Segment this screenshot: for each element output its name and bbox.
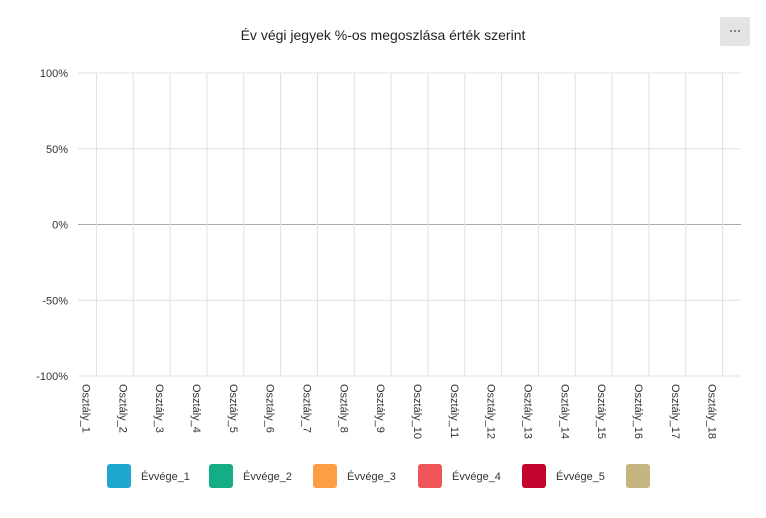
legend-swatch: [107, 464, 131, 488]
x-tick-label: Osztály_18: [706, 384, 718, 439]
legend-swatch: [626, 464, 650, 488]
x-tick-label: Osztály_15: [595, 384, 607, 439]
legend-swatch: [209, 464, 233, 488]
y-tick-label: 100%: [40, 68, 68, 80]
y-tick-label: -100%: [36, 371, 68, 383]
x-tick-label: Osztály_10: [411, 384, 423, 439]
x-tick-label: Osztály_11: [448, 384, 460, 438]
legend-label: Évvége_3: [347, 470, 396, 483]
menu-button[interactable]: [720, 17, 750, 46]
x-tick-label: Osztály_8: [337, 384, 349, 433]
x-tick-label: Osztály_5: [227, 384, 239, 433]
x-tick-label: Osztály_2: [116, 384, 128, 433]
x-tick-label: Osztály_17: [669, 384, 681, 439]
x-tick-label: Osztály_4: [190, 384, 202, 433]
x-tick-label: Osztály_14: [558, 384, 570, 439]
x-tick-label: Osztály_16: [632, 384, 644, 439]
x-tick-label: Osztály_9: [374, 384, 386, 433]
legend-label: Évvége_1: [141, 470, 190, 483]
y-tick-label: -50%: [42, 295, 68, 307]
x-tick-label: Osztály_13: [521, 384, 533, 439]
y-tick-label: 50%: [46, 144, 68, 156]
legend-swatch: [313, 464, 337, 488]
menu-dot[interactable]: [734, 30, 736, 32]
menu-dot[interactable]: [730, 30, 732, 32]
legend-label: Évvége_4: [452, 470, 501, 483]
chart-title: Év végi jegyek %-os megoszlása érték sze…: [241, 27, 526, 43]
x-tick-label: Osztály_3: [153, 384, 165, 433]
legend-label: Évvége_5: [556, 470, 605, 483]
x-tick-label: Osztály_12: [485, 384, 497, 439]
menu-dot[interactable]: [738, 30, 740, 32]
legend-swatch: [522, 464, 546, 488]
legend-label: Évvége_2: [243, 470, 292, 483]
legend-swatch: [418, 464, 442, 488]
x-tick-label: Osztály_7: [300, 384, 312, 433]
x-tick-label: Osztály_1: [79, 384, 91, 433]
x-tick-label: Osztály_6: [264, 384, 276, 433]
y-tick-label: 0%: [52, 220, 68, 232]
